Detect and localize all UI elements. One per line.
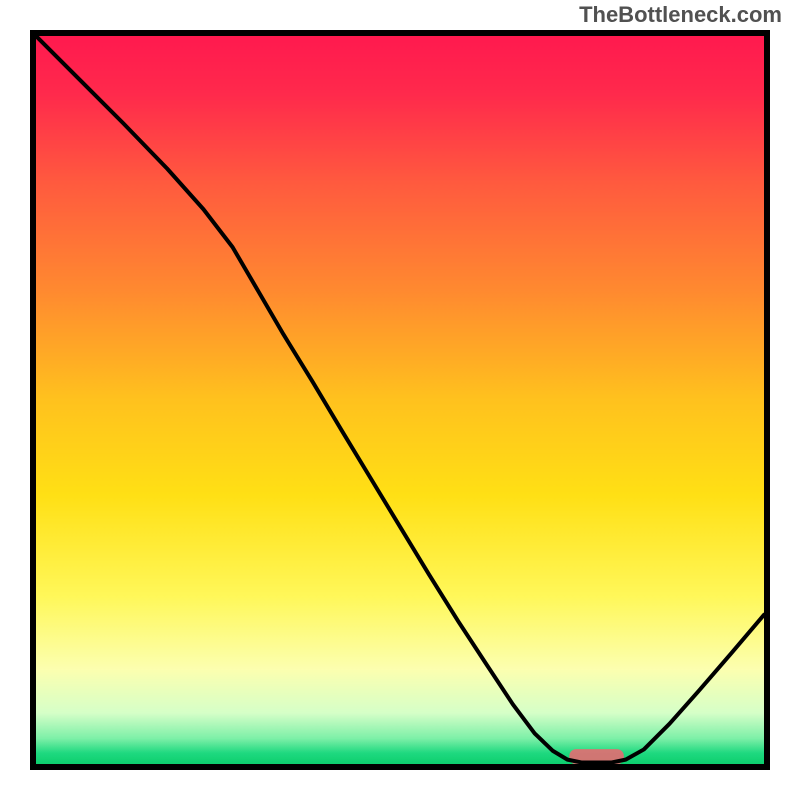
curve-layer bbox=[36, 36, 764, 764]
chart-container: TheBottleneck.com bbox=[0, 0, 800, 800]
bottleneck-curve bbox=[36, 36, 764, 763]
watermark-text: TheBottleneck.com bbox=[579, 2, 782, 28]
plot-frame bbox=[30, 30, 770, 770]
plot-area bbox=[36, 36, 764, 764]
